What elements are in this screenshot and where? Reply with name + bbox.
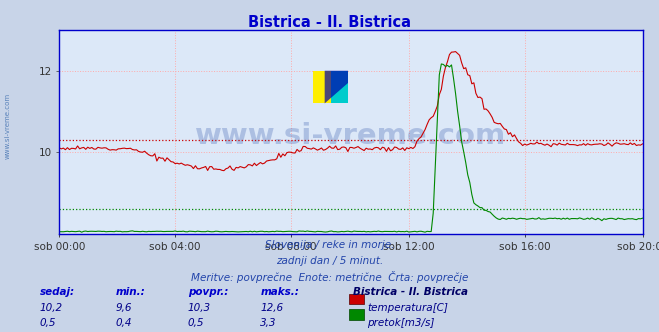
Text: www.si-vreme.com: www.si-vreme.com xyxy=(195,122,507,150)
Text: sedaj:: sedaj: xyxy=(40,287,74,297)
Text: www.si-vreme.com: www.si-vreme.com xyxy=(5,93,11,159)
Text: pretok[m3/s]: pretok[m3/s] xyxy=(367,318,434,328)
Text: Meritve: povprečne  Enote: metrične  Črta: povprečje: Meritve: povprečne Enote: metrične Črta:… xyxy=(191,271,468,283)
Text: maks.:: maks.: xyxy=(260,287,299,297)
Text: temperatura[C]: temperatura[C] xyxy=(367,303,448,313)
Text: min.:: min.: xyxy=(115,287,145,297)
Text: 3,3: 3,3 xyxy=(260,318,277,328)
Text: 0,5: 0,5 xyxy=(40,318,56,328)
Text: 0,5: 0,5 xyxy=(188,318,204,328)
Text: 0,4: 0,4 xyxy=(115,318,132,328)
Text: zadnji dan / 5 minut.: zadnji dan / 5 minut. xyxy=(276,256,383,266)
Polygon shape xyxy=(331,71,348,103)
Text: Bistrica - Il. Bistrica: Bistrica - Il. Bistrica xyxy=(353,287,468,297)
Text: 9,6: 9,6 xyxy=(115,303,132,313)
Text: 10,2: 10,2 xyxy=(40,303,63,313)
Polygon shape xyxy=(325,71,348,103)
Text: Slovenija / reke in morje.: Slovenija / reke in morje. xyxy=(265,240,394,250)
Polygon shape xyxy=(313,71,331,103)
Text: 12,6: 12,6 xyxy=(260,303,283,313)
Text: 10,3: 10,3 xyxy=(188,303,211,313)
Text: povpr.:: povpr.: xyxy=(188,287,228,297)
Text: Bistrica - Il. Bistrica: Bistrica - Il. Bistrica xyxy=(248,15,411,30)
